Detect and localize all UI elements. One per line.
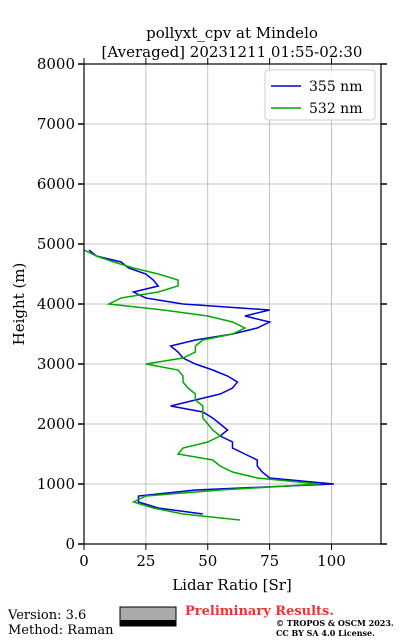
preliminary: Preliminary Results. — [185, 604, 334, 619]
y-tick-label: 7000 — [37, 115, 75, 133]
plot-frame — [83, 63, 382, 545]
y-tick-label: 5000 — [37, 235, 75, 253]
y-tick-label: 8000 — [37, 55, 75, 73]
x-tick-label: 0 — [79, 552, 89, 570]
license: © TROPOS & OSCM 2023. — [276, 618, 394, 628]
y-tick-label: 1000 — [37, 475, 75, 493]
y-tick-label: 3000 — [37, 355, 75, 373]
y-axis-label: Height (m) — [10, 263, 28, 346]
x-tick-label: 75 — [260, 552, 279, 570]
profile-line — [83, 249, 320, 521]
x-tick-label: 25 — [136, 552, 155, 570]
profile-line — [88, 249, 335, 515]
x-tick-label: 50 — [198, 552, 217, 570]
license: CC BY SA 4.0 License. — [276, 628, 375, 638]
chart-title: pollyxt_cpv at Mindelo — [146, 24, 318, 42]
cc-logo-band — [120, 620, 176, 626]
chart-subtitle: [Averaged] 20231211 01:55-02:30 — [102, 43, 363, 61]
legend-label: 532 nm — [309, 101, 362, 117]
y-tick-label: 4000 — [37, 295, 75, 313]
y-tick-label: 2000 — [37, 415, 75, 433]
version: Version: 3.6 — [7, 608, 86, 623]
method: Method: Raman — [8, 623, 114, 638]
y-tick-label: 0 — [65, 535, 75, 553]
x-axis-label: Lidar Ratio [Sr] — [172, 576, 292, 594]
x-tick-label: 100 — [317, 552, 346, 570]
y-tick-label: 6000 — [37, 175, 75, 193]
legend-label: 355 nm — [309, 79, 362, 95]
